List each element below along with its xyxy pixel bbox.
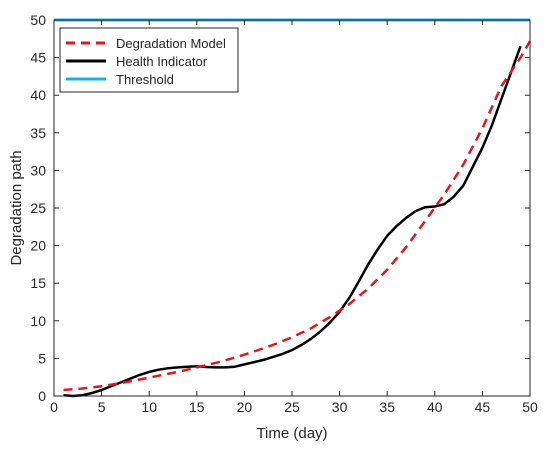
x-axis: 0 5 10 15 20 25 30 35 40 45 50 bbox=[50, 20, 538, 415]
y-tick-label: 40 bbox=[30, 87, 46, 103]
x-tick-label: 35 bbox=[379, 399, 395, 415]
x-tick-label: 45 bbox=[475, 399, 491, 415]
x-tick-label: 50 bbox=[522, 399, 538, 415]
x-tick-label: 10 bbox=[141, 399, 157, 415]
y-tick-label: 35 bbox=[30, 125, 46, 141]
x-tick-label: 30 bbox=[332, 399, 348, 415]
x-tick-label: 25 bbox=[284, 399, 300, 415]
series-line-health-indicator bbox=[63, 45, 522, 398]
y-axis-label: Degradation path bbox=[8, 150, 25, 265]
y-tick-label: 45 bbox=[30, 50, 46, 66]
y-axis: 0 5 10 15 20 25 30 35 40 45 50 bbox=[30, 12, 530, 404]
legend-label-degradation-model: Degradation Model bbox=[116, 36, 226, 51]
x-axis-label: Time (day) bbox=[256, 425, 327, 442]
x-tick-label: 5 bbox=[98, 399, 106, 415]
y-tick-label: 10 bbox=[30, 313, 46, 329]
series-line-degradation-model bbox=[63, 40, 532, 392]
y-tick-label: 5 bbox=[38, 350, 46, 366]
y-tick-label: 30 bbox=[30, 162, 46, 178]
y-tick-label: 20 bbox=[30, 238, 46, 254]
x-tick-label: 40 bbox=[427, 399, 443, 415]
y-tick-label: 50 bbox=[30, 12, 46, 28]
legend-label-health-indicator: Health Indicator bbox=[116, 54, 208, 69]
x-tick-label: 0 bbox=[50, 399, 58, 415]
legend: Degradation Model Health Indicator Thres… bbox=[59, 27, 239, 93]
x-tick-label: 20 bbox=[237, 399, 253, 415]
y-tick-label: 15 bbox=[30, 275, 46, 291]
y-tick-label: 25 bbox=[30, 200, 46, 216]
legend-label-threshold: Threshold bbox=[116, 72, 174, 87]
y-tick-label: 0 bbox=[38, 388, 46, 404]
x-tick-label: 15 bbox=[189, 399, 205, 415]
